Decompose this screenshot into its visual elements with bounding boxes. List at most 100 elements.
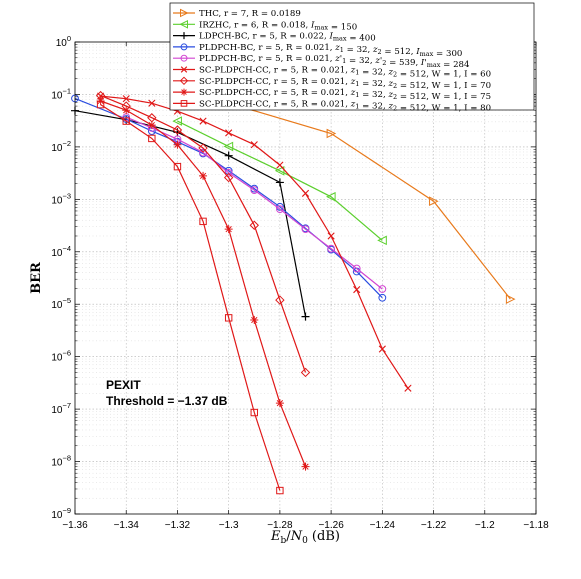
x-tick-label: −1.36 — [62, 520, 88, 531]
marker-asterisk — [122, 106, 131, 115]
marker-triangle-right — [429, 196, 439, 207]
legend-box — [169, 2, 535, 111]
marker-diamond — [179, 76, 189, 86]
marker-diamond — [223, 172, 234, 183]
marker-asterisk — [224, 225, 233, 234]
y-tick-label: 10−8 — [51, 454, 71, 469]
marker-x — [276, 161, 284, 169]
marker-asterisk — [199, 171, 208, 180]
marker-asterisk — [147, 121, 156, 130]
x-tick-label: −1.26 — [318, 520, 344, 531]
legend-label: PLDPCH-BC, r = 5, R = 0.021, z1 = 32, z2… — [199, 43, 462, 59]
marker-circle — [378, 293, 387, 302]
marker-triangle-left — [172, 116, 182, 126]
marker-circle — [327, 244, 336, 253]
marker-circle — [378, 285, 387, 293]
legend-label: THC, r = 7, R = 0.0189 — [199, 9, 301, 19]
marker-square — [250, 408, 258, 417]
marker-square — [122, 117, 130, 125]
marker-square — [148, 134, 156, 143]
grid — [75, 42, 536, 514]
marker-circle — [352, 264, 361, 273]
series-layer — [71, 90, 516, 495]
marker-x — [148, 99, 156, 107]
y-tick-label: 10−9 — [51, 506, 71, 521]
marker-circle — [180, 54, 188, 62]
marker-diamond — [300, 367, 311, 378]
legend-label: PLDPCH-BC, r = 5, R = 0.021, z'1 = 32, z… — [199, 54, 470, 70]
marker-diamond — [198, 143, 208, 153]
y-tick-label: 10−5 — [51, 296, 71, 311]
legend-entry: PLDPCH-BC, r = 5, R = 0.021, z'1 = 32, z… — [173, 54, 470, 70]
x-tick-label: −1.34 — [114, 520, 140, 531]
marker-triangle-left — [377, 235, 387, 246]
marker-triangle-right — [180, 8, 189, 18]
legend-label: SC-PLDPCH-CC, r = 5, R = 0.021, z1 = 32,… — [199, 66, 491, 80]
x-tick-label: −1.22 — [421, 520, 447, 531]
y-tick-label: 10−7 — [51, 401, 71, 416]
marker-square — [96, 100, 105, 109]
marker-square — [199, 217, 207, 226]
series-line — [228, 102, 511, 300]
y-tick-label: 100 — [56, 34, 71, 49]
marker-x — [199, 117, 207, 125]
x-tick-label: −1.32 — [165, 520, 191, 531]
marker-square — [173, 162, 182, 171]
legend-entry: LDPCH-BC, r = 5, R = 0.022, Imax = 400 — [173, 32, 376, 44]
y-tick-label: 10−4 — [51, 244, 71, 259]
y-tick-label: 10−2 — [51, 139, 71, 154]
legend-label: LDPCH-BC, r = 5, R = 0.022, Imax = 400 — [199, 32, 376, 44]
marker-asterisk — [301, 462, 310, 471]
series-6 — [97, 92, 412, 392]
marker-diamond — [172, 125, 183, 135]
x-tick-label: −1.3 — [219, 520, 239, 531]
marker-x — [404, 384, 412, 392]
marker-asterisk — [250, 316, 259, 325]
y-tick-label: 10−3 — [51, 191, 71, 206]
series-line — [177, 120, 383, 241]
y-tick-label: 10−1 — [51, 86, 71, 101]
legend-entry: SC-PLDPCH-CC, r = 5, R = 0.021, z1 = 32,… — [173, 66, 491, 80]
marker-x — [250, 141, 258, 149]
legend-entry: IRZHC, r = 6, R = 0.018, Imax = 150 — [173, 19, 357, 32]
marker-triangle-right — [326, 128, 337, 139]
marker-x — [353, 286, 361, 294]
marker-plus — [301, 312, 310, 321]
marker-x — [378, 345, 386, 353]
series-line — [74, 97, 383, 299]
legend-label: SC-PLDPCH-CC, r = 5, R = 0.021, z1 = 32,… — [199, 99, 491, 113]
legend-entry: PLDPCH-BC, r = 5, R = 0.021, z1 = 32, z2… — [173, 43, 462, 59]
plot-frame — [75, 42, 536, 514]
marker-square — [180, 100, 188, 107]
marker-diamond — [249, 220, 259, 230]
y-tick-label: 10−6 — [51, 349, 71, 364]
marker-circle — [275, 205, 284, 214]
x-tick-label: −1.2 — [475, 520, 495, 531]
marker-square — [276, 486, 284, 495]
marker-plus — [180, 32, 188, 40]
marker-asterisk — [173, 140, 182, 149]
marker-diamond — [275, 295, 285, 305]
x-tick-label: −1.24 — [370, 520, 396, 531]
marker-triangle-left — [179, 19, 188, 29]
ticks: −1.36 −1.34 −1.32 −1.3 −1.28 −1.26 −1.24 −1.22 −… — [51, 34, 549, 531]
x-axis-title: Eb/N0 (dB) — [270, 529, 340, 546]
marker-x — [180, 66, 188, 73]
marker-asterisk — [275, 399, 284, 408]
marker-x — [327, 232, 335, 240]
series-9 — [96, 100, 284, 495]
annotation-threshold: Threshold = −1.37 dB — [106, 394, 228, 408]
marker-triangle-left — [325, 191, 336, 202]
marker-circle — [180, 43, 188, 51]
marker-plus — [275, 178, 284, 187]
series-2 — [172, 116, 387, 246]
marker-circle — [250, 186, 259, 194]
x-tick-label: −1.28 — [267, 520, 293, 531]
marker-x — [122, 95, 130, 103]
marker-triangle-left — [274, 165, 285, 176]
legend-label: IRZHC, r = 6, R = 0.018, Imax = 150 — [199, 20, 357, 32]
marker-triangle-right — [505, 294, 516, 304]
marker-x — [225, 129, 233, 137]
